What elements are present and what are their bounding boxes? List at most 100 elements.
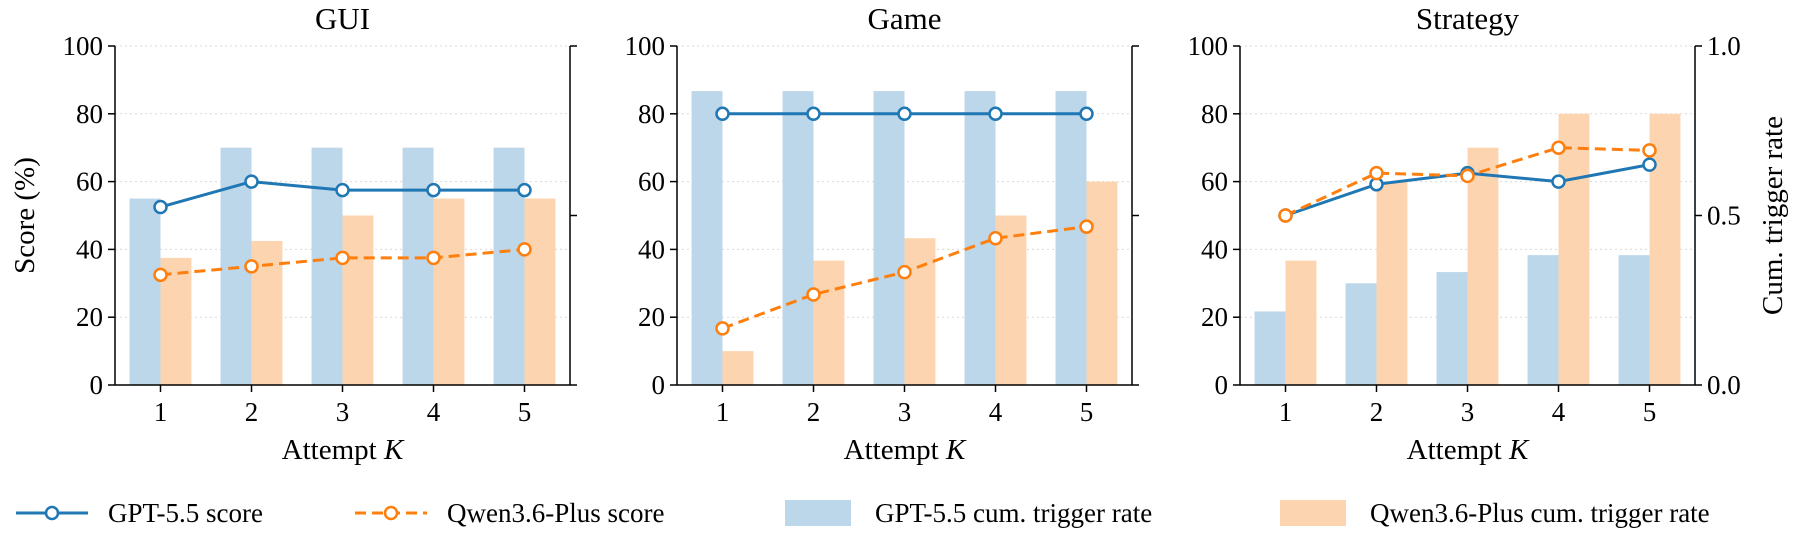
point-gpt-score (244, 174, 259, 189)
point-qwen-score (806, 287, 821, 302)
bar-gpt-trigger-rate (691, 91, 723, 385)
point-qwen-score (153, 267, 168, 283)
legend-label: Qwen3.6-Plus cum. trigger rate (1370, 498, 1710, 528)
y-tick-label: 60 (76, 167, 103, 197)
y2-tick-label: 0.0 (1707, 370, 1741, 400)
bar-qwen-trigger-rate (904, 238, 936, 385)
point-gpt-score (806, 106, 821, 122)
x-tick-label: 5 (1080, 397, 1094, 427)
bar-gpt-trigger-rate (402, 147, 434, 385)
point-qwen-score (988, 230, 1003, 246)
x-tick-label: 4 (427, 397, 441, 427)
y2-tick-label: 1.0 (1707, 31, 1741, 61)
y-tick-label: 40 (76, 234, 103, 264)
y2-tick-label: 0.5 (1707, 201, 1741, 231)
point-gpt-score (426, 182, 441, 198)
y-tick-label: 20 (76, 302, 103, 332)
point-gpt-score (1079, 106, 1094, 122)
y-tick-label: 80 (1201, 99, 1228, 129)
bar-qwen-trigger-rate (342, 215, 374, 385)
legend-swatch-marker (383, 505, 399, 521)
x-axis-label: Attempt K (282, 434, 405, 466)
y-tick-label: 80 (638, 99, 665, 129)
x-axis-label: Attempt K (844, 434, 967, 466)
point-gpt-score (1642, 157, 1657, 172)
bar-gpt-trigger-rate (1527, 255, 1559, 385)
point-qwen-score (426, 250, 441, 266)
point-gpt-score (897, 106, 912, 122)
bar-qwen-trigger-rate (1376, 181, 1408, 385)
y-tick-label: 60 (638, 167, 665, 197)
legend-label: Qwen3.6-Plus score (447, 498, 664, 528)
chart-title: Strategy (1416, 1, 1520, 36)
panel-gui: 0 20 40 60 80 100 1 2 3 4 5 GUI Attempt K Score (%) (9, 1, 577, 466)
y-tick-label: 0 (652, 370, 666, 400)
y-tick-label: 20 (1201, 302, 1228, 332)
y-tick-label: 20 (638, 302, 665, 332)
bar-qwen-trigger-rate (433, 198, 465, 385)
bar-gpt-trigger-rate (1436, 272, 1468, 385)
point-qwen-score (1551, 140, 1566, 155)
bar-qwen-trigger-rate (1285, 260, 1317, 385)
point-gpt-score (517, 182, 532, 198)
bar-qwen-trigger-rate (995, 215, 1027, 385)
bar-gpt-trigger-rate (1055, 91, 1087, 385)
y-tick-label: 40 (638, 234, 665, 264)
x-tick-label: 4 (1552, 397, 1566, 427)
y-tick-label: 0 (1215, 370, 1229, 400)
bar-gpt-trigger-rate (1618, 255, 1650, 385)
bar-qwen-trigger-rate (722, 351, 754, 385)
x-tick-label: 4 (989, 397, 1003, 427)
point-gpt-score (715, 106, 730, 122)
point-qwen-score (897, 264, 912, 280)
chart-title: Game (867, 1, 941, 36)
legend-swatch-bar (785, 500, 851, 526)
legend-label: GPT-5.5 score (108, 498, 263, 528)
point-qwen-score (715, 321, 730, 336)
x-tick-label: 5 (518, 397, 532, 427)
point-qwen-score (244, 259, 259, 274)
x-tick-label: 3 (1461, 397, 1475, 427)
point-gpt-score (335, 182, 350, 198)
bar-gpt-trigger-rate (1254, 311, 1286, 385)
point-qwen-score (1079, 219, 1094, 234)
point-gpt-score (153, 199, 168, 215)
legend-label: GPT-5.5 cum. trigger rate (875, 498, 1152, 528)
x-tick-label: 3 (336, 397, 350, 427)
bar-gpt-trigger-rate (493, 147, 525, 385)
point-qwen-score (1460, 168, 1475, 184)
legend-swatch-marker (44, 505, 60, 521)
bar-gpt-trigger-rate (782, 91, 814, 385)
point-qwen-score (1369, 165, 1384, 181)
x-tick-label: 1 (1279, 397, 1293, 427)
y-tick-label: 100 (1188, 31, 1229, 61)
x-tick-label: 3 (898, 397, 912, 427)
y2-axis-label: Cum. trigger rate (1757, 116, 1789, 315)
bar-qwen-trigger-rate (1558, 113, 1590, 386)
bar-qwen-trigger-rate (813, 260, 845, 385)
legend-swatch-bar (1280, 500, 1346, 526)
line-qwen-score (160, 247, 525, 277)
y-tick-label: 60 (1201, 167, 1228, 197)
x-tick-label: 2 (245, 397, 259, 427)
y-tick-label: 0 (90, 370, 104, 400)
point-qwen-score (1642, 143, 1657, 158)
legend: GPT-5.5 score Qwen3.6-Plus score GPT-5.5 c… (16, 498, 1710, 528)
x-axis-label: Attempt K (1407, 434, 1530, 466)
point-gpt-score (988, 106, 1003, 122)
bar-qwen-trigger-rate (524, 198, 556, 385)
bar-qwen-trigger-rate (1467, 147, 1499, 385)
chart-title: GUI (315, 1, 370, 36)
bar-gpt-trigger-rate (873, 91, 905, 385)
panel-strategy: 0 20 40 60 80 100 0.0 0.5 1.0 1 2 3 4 5 Strategy Attemp… (1188, 1, 1790, 466)
point-qwen-score (1278, 208, 1293, 223)
y-tick-label: 80 (76, 99, 103, 129)
y-tick-label: 100 (625, 31, 666, 61)
y-axis-label: Score (%) (9, 157, 41, 274)
point-qwen-score (517, 242, 532, 257)
x-tick-label: 2 (807, 397, 821, 427)
y-tick-label: 40 (1201, 234, 1228, 264)
y-tick-label: 100 (63, 31, 104, 61)
point-qwen-score (335, 250, 350, 266)
